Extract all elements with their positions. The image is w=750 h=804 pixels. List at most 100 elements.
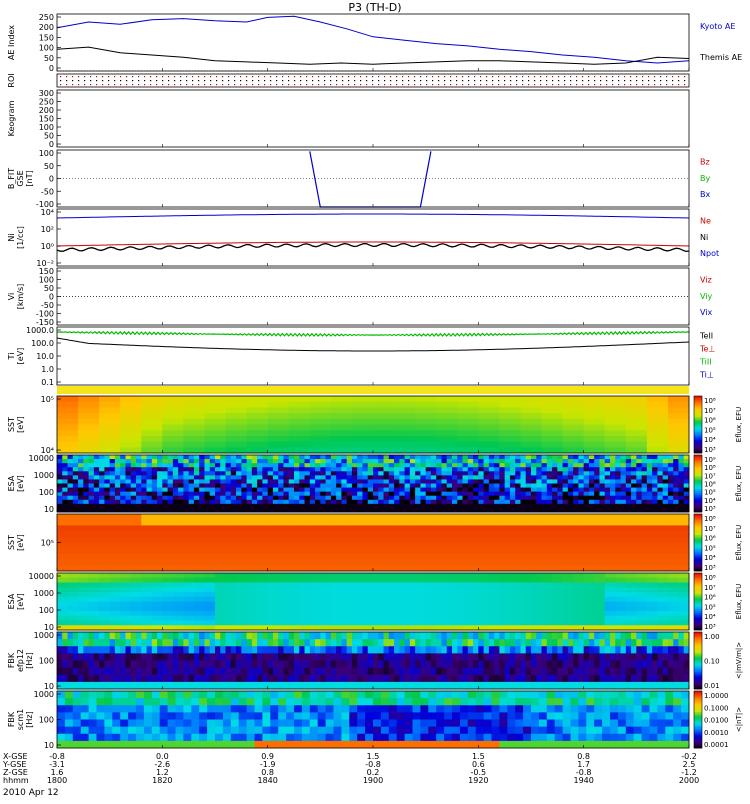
heatmap-cell-esa-i <box>341 616 352 621</box>
heatmap-cell-fbk-b <box>349 734 357 742</box>
heatmap-cell-sst-i <box>499 565 520 571</box>
heatmap-cell-fbk-e <box>399 682 405 690</box>
heatmap-cell-esa-e <box>310 467 316 471</box>
heatmap-cell-sst-i <box>268 565 289 571</box>
heatmap-cell-esa-e <box>320 455 326 459</box>
heatmap-cell-esa-e <box>478 488 484 492</box>
heatmap-cell-fbk-e <box>405 653 411 661</box>
heatmap-cell-fbk-b <box>365 698 373 706</box>
heatmap-cell-esa-e <box>447 504 453 508</box>
heatmap-cell-sst-i <box>57 543 78 549</box>
heatmap-cell-fbk-b <box>436 720 444 728</box>
heatmap-cell-sst-e <box>394 402 415 408</box>
roi-dot <box>198 84 199 85</box>
heatmap-cell-fbk-e <box>563 639 569 647</box>
heatmap-cell-fbk-e <box>278 668 284 676</box>
heatmap-cell-esa-e <box>310 504 316 508</box>
heatmap-cell-esa-e <box>226 467 232 471</box>
heatmap-cell-fbk-b <box>136 712 144 720</box>
heatmap-cell-sst-e <box>352 402 373 408</box>
heatmap-cell-fbk-e <box>389 639 395 647</box>
heatmap-cell-esa-i <box>257 592 268 597</box>
heatmap-cell-fbk-b <box>547 734 555 742</box>
heatmap-cell-fbk-b <box>381 734 389 742</box>
heatmap-cell-fbk-e <box>399 675 405 683</box>
roi-dot <box>84 76 85 77</box>
heatmap-cell-esa-e <box>147 459 153 463</box>
heatmap-cell-fbk-b <box>468 727 476 735</box>
keogram-ylabel: Keogram <box>7 100 16 136</box>
heatmap-cell-esa-e <box>183 492 189 496</box>
heatmap-cell-fbk-b <box>120 691 128 699</box>
heatmap-cell-sst-i <box>373 543 394 549</box>
heatmap-cell-fbk-e <box>226 653 232 661</box>
heatmap-cell-sst-i <box>78 548 99 554</box>
heatmap-cell-esa-e <box>57 475 63 479</box>
heatmap-cell-fbk-e <box>478 632 484 640</box>
heatmap-cell-esa-e <box>178 492 184 496</box>
roi-dot <box>96 76 97 77</box>
heatmap-cell-esa-e <box>236 484 242 488</box>
heatmap-cell-sst-i <box>141 543 162 549</box>
heatmap-cell-sst-i <box>457 548 478 554</box>
heatmap-cell-fbk-e <box>152 646 158 654</box>
heatmap-cell-fbk-e <box>136 682 142 690</box>
heatmap-cell-esa-e <box>305 455 311 459</box>
heatmap-cell-esa-i <box>657 573 668 578</box>
heatmap-cell-fbk-b <box>128 741 136 749</box>
heatmap-cell-sst-e <box>542 413 563 419</box>
heatmap-cell-sst-i <box>289 537 310 543</box>
heatmap-cell-esa-e <box>220 463 226 467</box>
heatmap-cell-fbk-e <box>57 653 63 661</box>
heatmap-cell-esa-i <box>99 621 110 626</box>
heatmap-cell-esa-i <box>647 583 658 588</box>
heatmap-cell-sst-e <box>584 402 605 408</box>
heatmap-cell-esa-e <box>173 455 179 459</box>
heatmap-cell-esa-i <box>226 606 237 611</box>
heatmap-cell-esa-i <box>394 611 405 616</box>
heatmap-cell-esa-e <box>357 459 363 463</box>
heatmap-cell-fbk-e <box>410 646 416 654</box>
heatmap-cell-fbk-e <box>547 675 553 683</box>
roi-dot <box>636 76 637 77</box>
roi-dot <box>252 80 253 81</box>
heatmap-cell-esa-e <box>357 475 363 479</box>
heatmap-cell-esa-i <box>204 621 215 626</box>
heatmap-cell-fbk-e <box>489 639 495 647</box>
heatmap-cell-esa-e <box>505 463 511 467</box>
heatmap-cell-esa-e <box>305 463 311 467</box>
heatmap-cell-esa-e <box>441 488 447 492</box>
heatmap-cell-fbk-e <box>320 632 326 640</box>
heatmap-cell-sst-i <box>310 514 331 520</box>
heatmap-cell-fbk-e <box>468 668 474 676</box>
heatmap-cell-esa-e <box>384 500 390 504</box>
heatmap-cell-fbk-b <box>468 698 476 706</box>
heatmap-cell-fbk-e <box>447 668 453 676</box>
heatmap-cell-sst-e <box>499 430 520 436</box>
roi-dot <box>378 76 379 77</box>
heatmap-cell-fbk-b <box>144 698 152 706</box>
heatmap-cell-sst-i <box>542 514 563 520</box>
roi-ylabel: ROI <box>7 73 16 87</box>
heatmap-cell-fbk-e <box>89 668 95 676</box>
heatmap-cell-esa-e <box>668 459 674 463</box>
heatmap-cell-fbk-e <box>673 661 679 669</box>
heatmap-cell-sst-e <box>310 425 331 431</box>
heatmap-cell-esa-i <box>573 592 584 597</box>
heatmap-cell-esa-e <box>678 492 684 496</box>
heatmap-cell-fbk-e <box>373 661 379 669</box>
heatmap-cell-esa-e <box>542 463 548 467</box>
heatmap-cell-fbk-e <box>484 661 490 669</box>
heatmap-cell-esa-e <box>494 455 500 459</box>
heatmap-cell-esa-e <box>457 455 463 459</box>
heatmap-cell-fbk-e <box>536 653 542 661</box>
heatmap-cell-sst-e <box>415 413 436 419</box>
heatmap-cell-fbk-b <box>349 705 357 713</box>
heatmap-cell-esa-e <box>347 467 353 471</box>
heatmap-cell-esa-i <box>531 578 542 583</box>
heatmap-cell-sst-e <box>57 413 78 419</box>
heatmap-cell-esa-e <box>652 484 658 488</box>
heatmap-cell-esa-e <box>125 455 131 459</box>
heatmap-cell-fbk-b <box>539 691 547 699</box>
heatmap-cell-esa-e <box>157 467 163 471</box>
